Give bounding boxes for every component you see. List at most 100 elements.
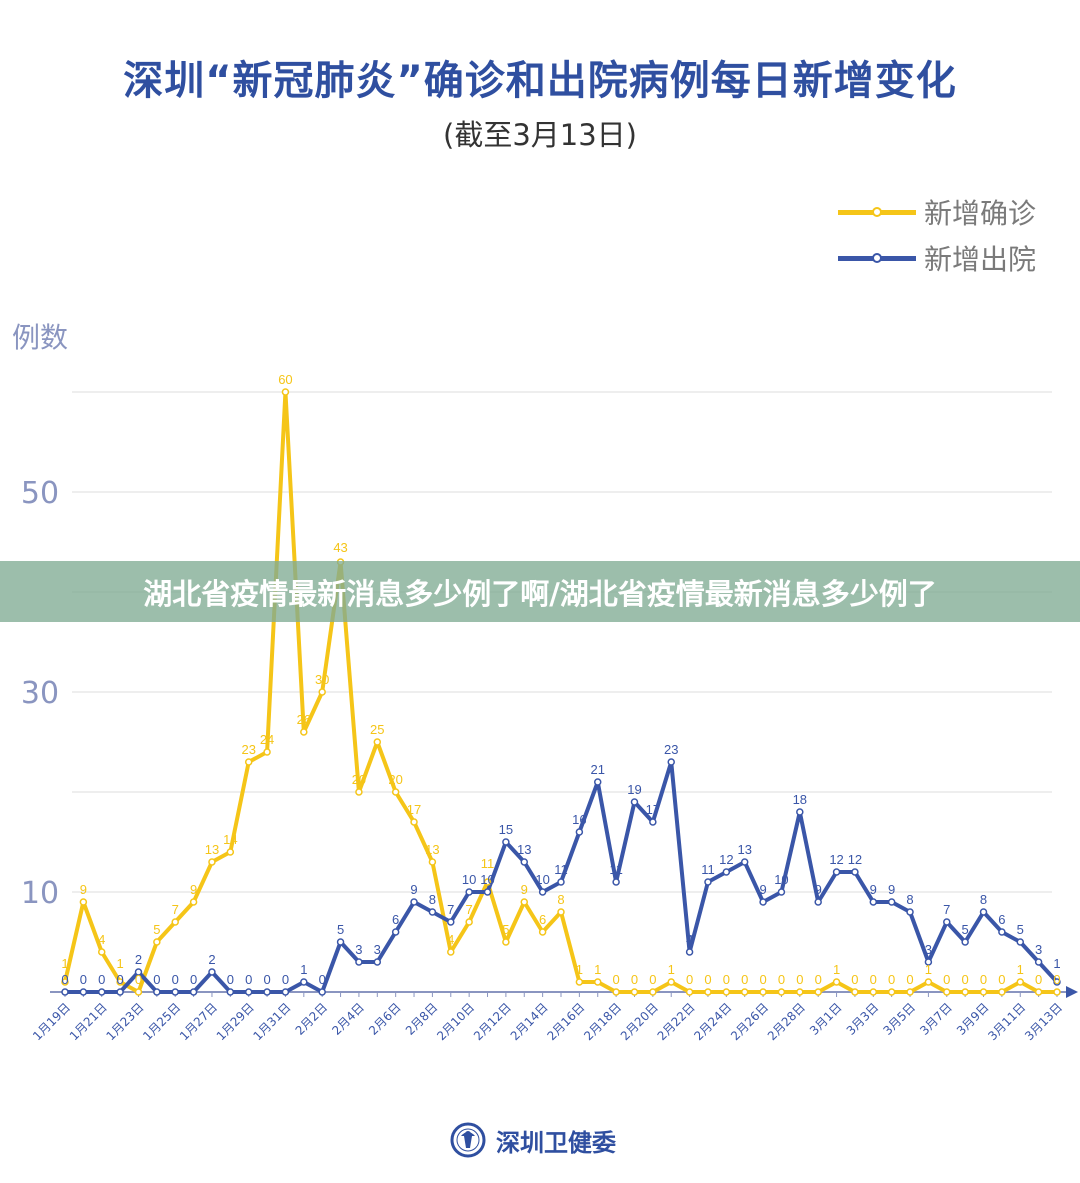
- data-label: 24: [260, 732, 274, 747]
- data-label: 0: [686, 972, 693, 987]
- x-tick-label: 2月12日: [471, 1000, 514, 1043]
- data-label: 2: [135, 952, 142, 967]
- data-point: [851, 988, 859, 996]
- data-label: 6: [392, 912, 399, 927]
- data-point: [520, 898, 529, 906]
- data-label: 4: [686, 932, 693, 947]
- banner-text: 湖北省疫情最新消息多少例了啊/湖北省疫情最新消息多少例了: [143, 576, 937, 611]
- data-label: 23: [241, 742, 255, 757]
- data-label: 0: [319, 972, 326, 987]
- data-label: 10: [774, 872, 788, 887]
- x-tick-label: 1月31日: [250, 1000, 293, 1043]
- data-point: [796, 808, 804, 816]
- data-label: 26: [297, 712, 311, 727]
- data-point: [465, 918, 473, 926]
- x-tick-label: 3月13日: [1022, 1000, 1065, 1043]
- data-point: [704, 878, 712, 886]
- data-label: 1: [668, 962, 675, 977]
- data-point: [740, 858, 749, 866]
- data-label: 9: [759, 882, 766, 897]
- data-label: 0: [723, 972, 730, 987]
- x-tick-label: 2月4日: [329, 1000, 367, 1038]
- data-label: 0: [870, 972, 877, 987]
- data-point: [281, 388, 290, 396]
- data-label: 3: [1035, 942, 1042, 957]
- data-label: 0: [135, 972, 142, 987]
- x-axis-arrow-icon: [1066, 986, 1078, 998]
- legend-item-discharged: 新增出院: [838, 238, 1036, 278]
- data-label: 9: [870, 882, 877, 897]
- data-point: [226, 988, 235, 996]
- data-label: 15: [499, 822, 513, 837]
- data-point: [336, 938, 345, 946]
- data-point: [722, 868, 731, 876]
- data-label: 0: [98, 972, 105, 987]
- data-point: [116, 988, 124, 996]
- data-label: 7: [943, 902, 950, 917]
- data-label: 0: [778, 972, 785, 987]
- data-point: [630, 988, 639, 996]
- data-label: 3: [355, 942, 362, 957]
- data-label: 30: [315, 672, 329, 687]
- chart-subtitle: (截至3月13日): [443, 118, 637, 152]
- data-point: [79, 898, 88, 906]
- data-point: [97, 988, 106, 996]
- data-point: [575, 978, 584, 986]
- data-label: 4: [98, 932, 105, 947]
- data-point: [593, 778, 602, 786]
- data-point: [428, 908, 437, 916]
- data-label: 0: [741, 972, 748, 987]
- data-label: 0: [1053, 972, 1060, 987]
- data-label: 9: [888, 882, 895, 897]
- data-label: 1: [594, 962, 601, 977]
- data-label: 5: [962, 922, 969, 937]
- data-label: 0: [1035, 972, 1042, 987]
- data-label: 9: [190, 882, 197, 897]
- data-point: [244, 758, 253, 766]
- data-point: [97, 948, 106, 956]
- legend-swatch-discharged: [838, 253, 916, 263]
- data-point: [300, 728, 308, 736]
- data-point: [998, 928, 1006, 936]
- data-label: 17: [407, 802, 421, 817]
- data-point: [869, 988, 878, 996]
- data-label: 12: [719, 852, 733, 867]
- data-label: 8: [557, 892, 564, 907]
- data-point: [777, 888, 786, 896]
- data-point: [134, 968, 143, 976]
- data-label: 13: [425, 842, 439, 857]
- data-point: [832, 868, 841, 876]
- data-label: 11: [609, 862, 623, 877]
- data-point: [667, 758, 675, 766]
- data-point: [1053, 978, 1061, 986]
- data-point: [924, 978, 933, 986]
- data-label: 10: [535, 872, 549, 887]
- data-label: 23: [664, 742, 678, 757]
- data-label: 60: [278, 372, 292, 387]
- data-label: 7: [172, 902, 179, 917]
- data-label: 0: [649, 972, 656, 987]
- y-tick-label: 30: [21, 676, 59, 711]
- data-point: [538, 928, 547, 936]
- data-point: [483, 888, 492, 896]
- data-point: [777, 988, 786, 996]
- data-label: 9: [410, 882, 417, 897]
- x-tick-label: 2月6日: [366, 1000, 404, 1038]
- health-commission-emblem-icon: [450, 1122, 486, 1158]
- data-point: [979, 988, 988, 996]
- data-point: [502, 838, 510, 846]
- x-tick-label: 2月18日: [581, 1000, 624, 1043]
- data-point: [465, 888, 473, 896]
- x-tick-label: 1月21日: [67, 1000, 110, 1043]
- x-tick-label: 2月22日: [655, 1000, 698, 1043]
- data-label: 12: [829, 852, 843, 867]
- overlay-banner: 湖北省疫情最新消息多少例了啊/湖北省疫情最新消息多少例了: [0, 561, 1080, 622]
- data-point: [593, 978, 602, 986]
- data-point: [943, 988, 951, 996]
- x-tick-label: 3月1日: [807, 1000, 845, 1038]
- data-label: 43: [333, 540, 347, 555]
- data-point: [281, 988, 290, 996]
- data-point: [796, 988, 804, 996]
- data-point: [887, 988, 896, 996]
- data-label: 0: [704, 972, 711, 987]
